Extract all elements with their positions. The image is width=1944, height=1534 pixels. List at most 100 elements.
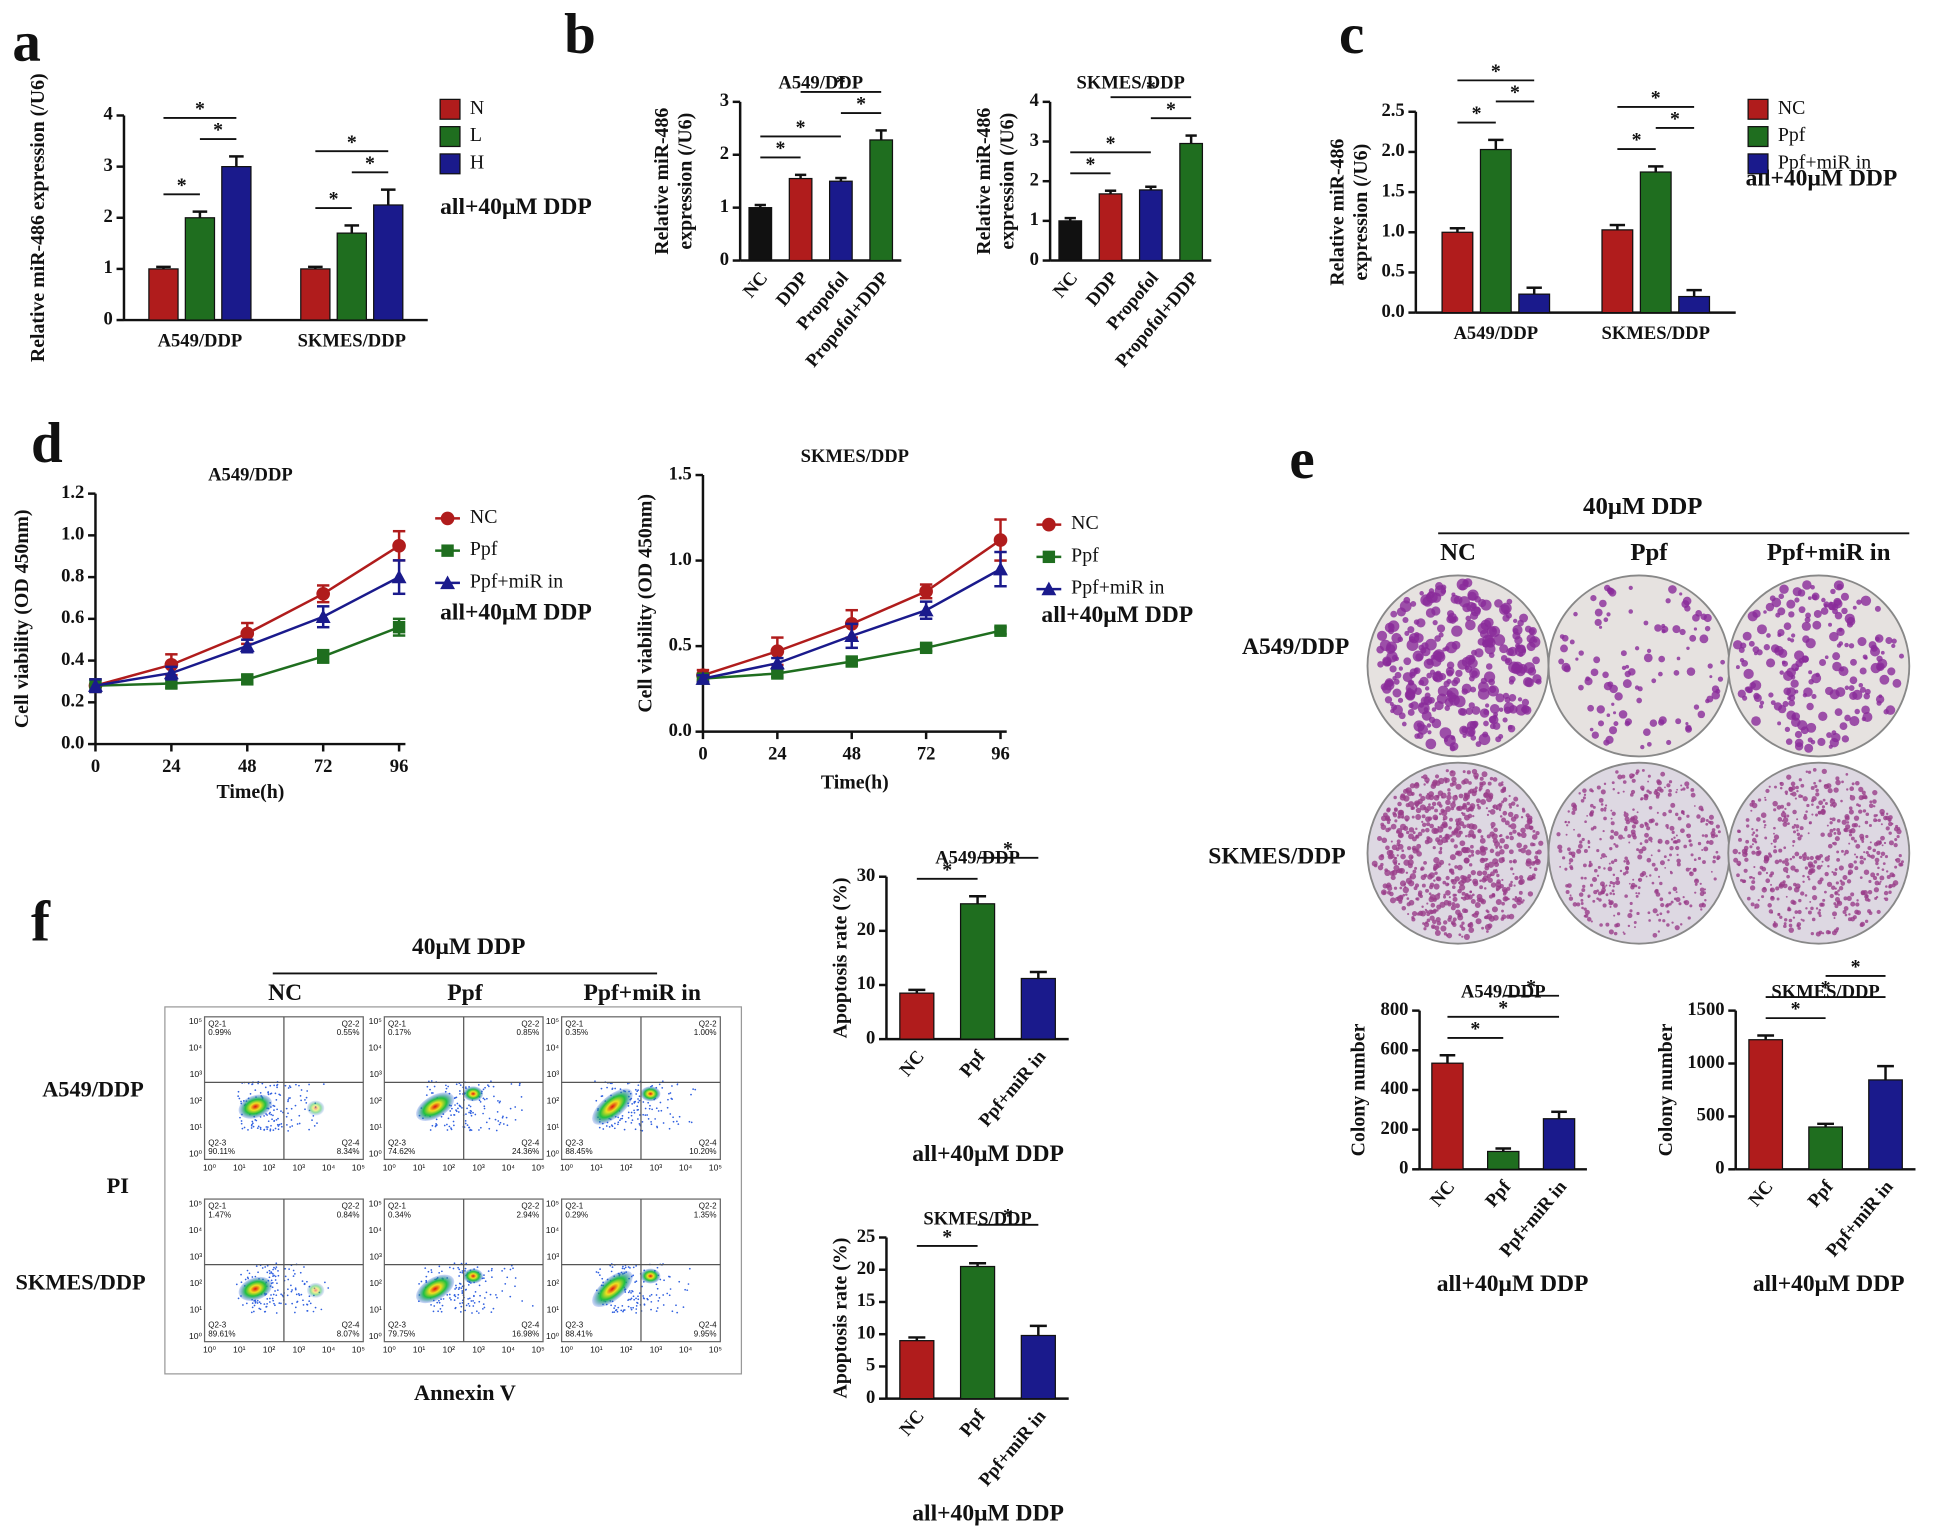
colony [1773, 923, 1777, 927]
event [459, 1283, 462, 1285]
x-tick-label: 10⁰ [203, 1345, 217, 1355]
colony [1491, 826, 1494, 829]
event [464, 1267, 467, 1270]
colony-plate [1727, 761, 1911, 945]
colony [1679, 592, 1683, 596]
colony [1883, 890, 1889, 896]
colony [1403, 657, 1412, 666]
event [482, 1097, 485, 1100]
colony [1421, 776, 1424, 779]
colony [1394, 671, 1402, 679]
event [241, 1127, 244, 1130]
colony [1707, 663, 1713, 669]
colony [1795, 824, 1800, 829]
colony [1703, 891, 1706, 895]
quadrant-name: Q2-1 [565, 1202, 583, 1211]
y-tick-label: 10 [857, 1322, 876, 1343]
event [627, 1111, 630, 1114]
significance-label: * [1470, 1018, 1480, 1040]
colony [1470, 849, 1475, 854]
colony [1783, 622, 1792, 630]
quadrant-name: Q2-3 [208, 1321, 226, 1330]
colony [1680, 784, 1683, 787]
colony [1392, 688, 1402, 698]
colony [1496, 803, 1502, 810]
colony [1613, 831, 1619, 837]
event [479, 1294, 481, 1297]
event [271, 1118, 273, 1121]
colony [1616, 912, 1621, 916]
event [655, 1283, 658, 1286]
colony [1396, 839, 1401, 844]
colony [1702, 860, 1706, 864]
colony [1834, 904, 1839, 909]
colony [1506, 648, 1515, 656]
colony [1454, 852, 1458, 856]
colony [1658, 918, 1662, 922]
x-axis-title: Time(h) [821, 771, 889, 793]
event [277, 1274, 280, 1277]
colony [1672, 625, 1681, 634]
colony [1820, 808, 1826, 815]
bar [1058, 220, 1083, 262]
colony [1855, 780, 1860, 786]
colony [1833, 787, 1839, 793]
annotation: all+40μM DDP [1437, 1271, 1589, 1297]
quadrant-value: 0.35% [565, 1028, 588, 1037]
flow-frame [164, 1006, 743, 1375]
colony [1400, 853, 1406, 860]
colony [1771, 597, 1782, 608]
colony [1706, 840, 1709, 843]
colony [1770, 896, 1775, 901]
colony [1447, 791, 1451, 796]
x-tick-label: 10⁵ [352, 1162, 366, 1172]
panel-letter: a [12, 10, 41, 73]
colony [1498, 845, 1503, 849]
quadrant-value: 0.34% [388, 1210, 411, 1219]
chart-title: A549/DDP [1461, 982, 1546, 1003]
legend-label: NC [1778, 97, 1806, 119]
colony [1495, 851, 1501, 857]
event [642, 1113, 645, 1116]
colony [1445, 806, 1452, 812]
colony [1898, 854, 1902, 858]
colony [1379, 639, 1392, 652]
event [598, 1126, 601, 1129]
colony [1832, 652, 1841, 661]
event [455, 1284, 457, 1287]
x-tick-label: 96 [390, 756, 409, 777]
colony [1491, 906, 1498, 913]
colony [1633, 920, 1637, 924]
colony [1491, 627, 1497, 633]
colony [1584, 677, 1593, 686]
colony [1607, 866, 1613, 872]
event [465, 1262, 468, 1265]
colony [1796, 922, 1802, 927]
event [459, 1092, 461, 1095]
colony [1602, 671, 1609, 679]
colony [1750, 809, 1753, 812]
quadrant-name: Q2-4 [342, 1321, 360, 1330]
colony [1433, 857, 1440, 864]
colony [1869, 855, 1872, 858]
colony [1656, 780, 1662, 786]
colony [1495, 888, 1499, 892]
colony [1594, 868, 1598, 873]
colony [1389, 849, 1394, 855]
colony [1562, 856, 1566, 860]
colony [1426, 805, 1432, 811]
colony [1578, 792, 1581, 795]
colony [1428, 892, 1432, 896]
colony [1599, 837, 1602, 841]
y-axis-title: expression (/U6) [1350, 144, 1372, 281]
colony [1818, 908, 1822, 912]
colony [1824, 890, 1827, 894]
event [636, 1105, 639, 1108]
quadrant-name: Q2-2 [521, 1202, 539, 1211]
event [600, 1095, 603, 1098]
event [240, 1273, 242, 1276]
colony [1461, 921, 1465, 925]
event [275, 1294, 278, 1297]
colony [1744, 852, 1748, 856]
event [276, 1123, 279, 1126]
